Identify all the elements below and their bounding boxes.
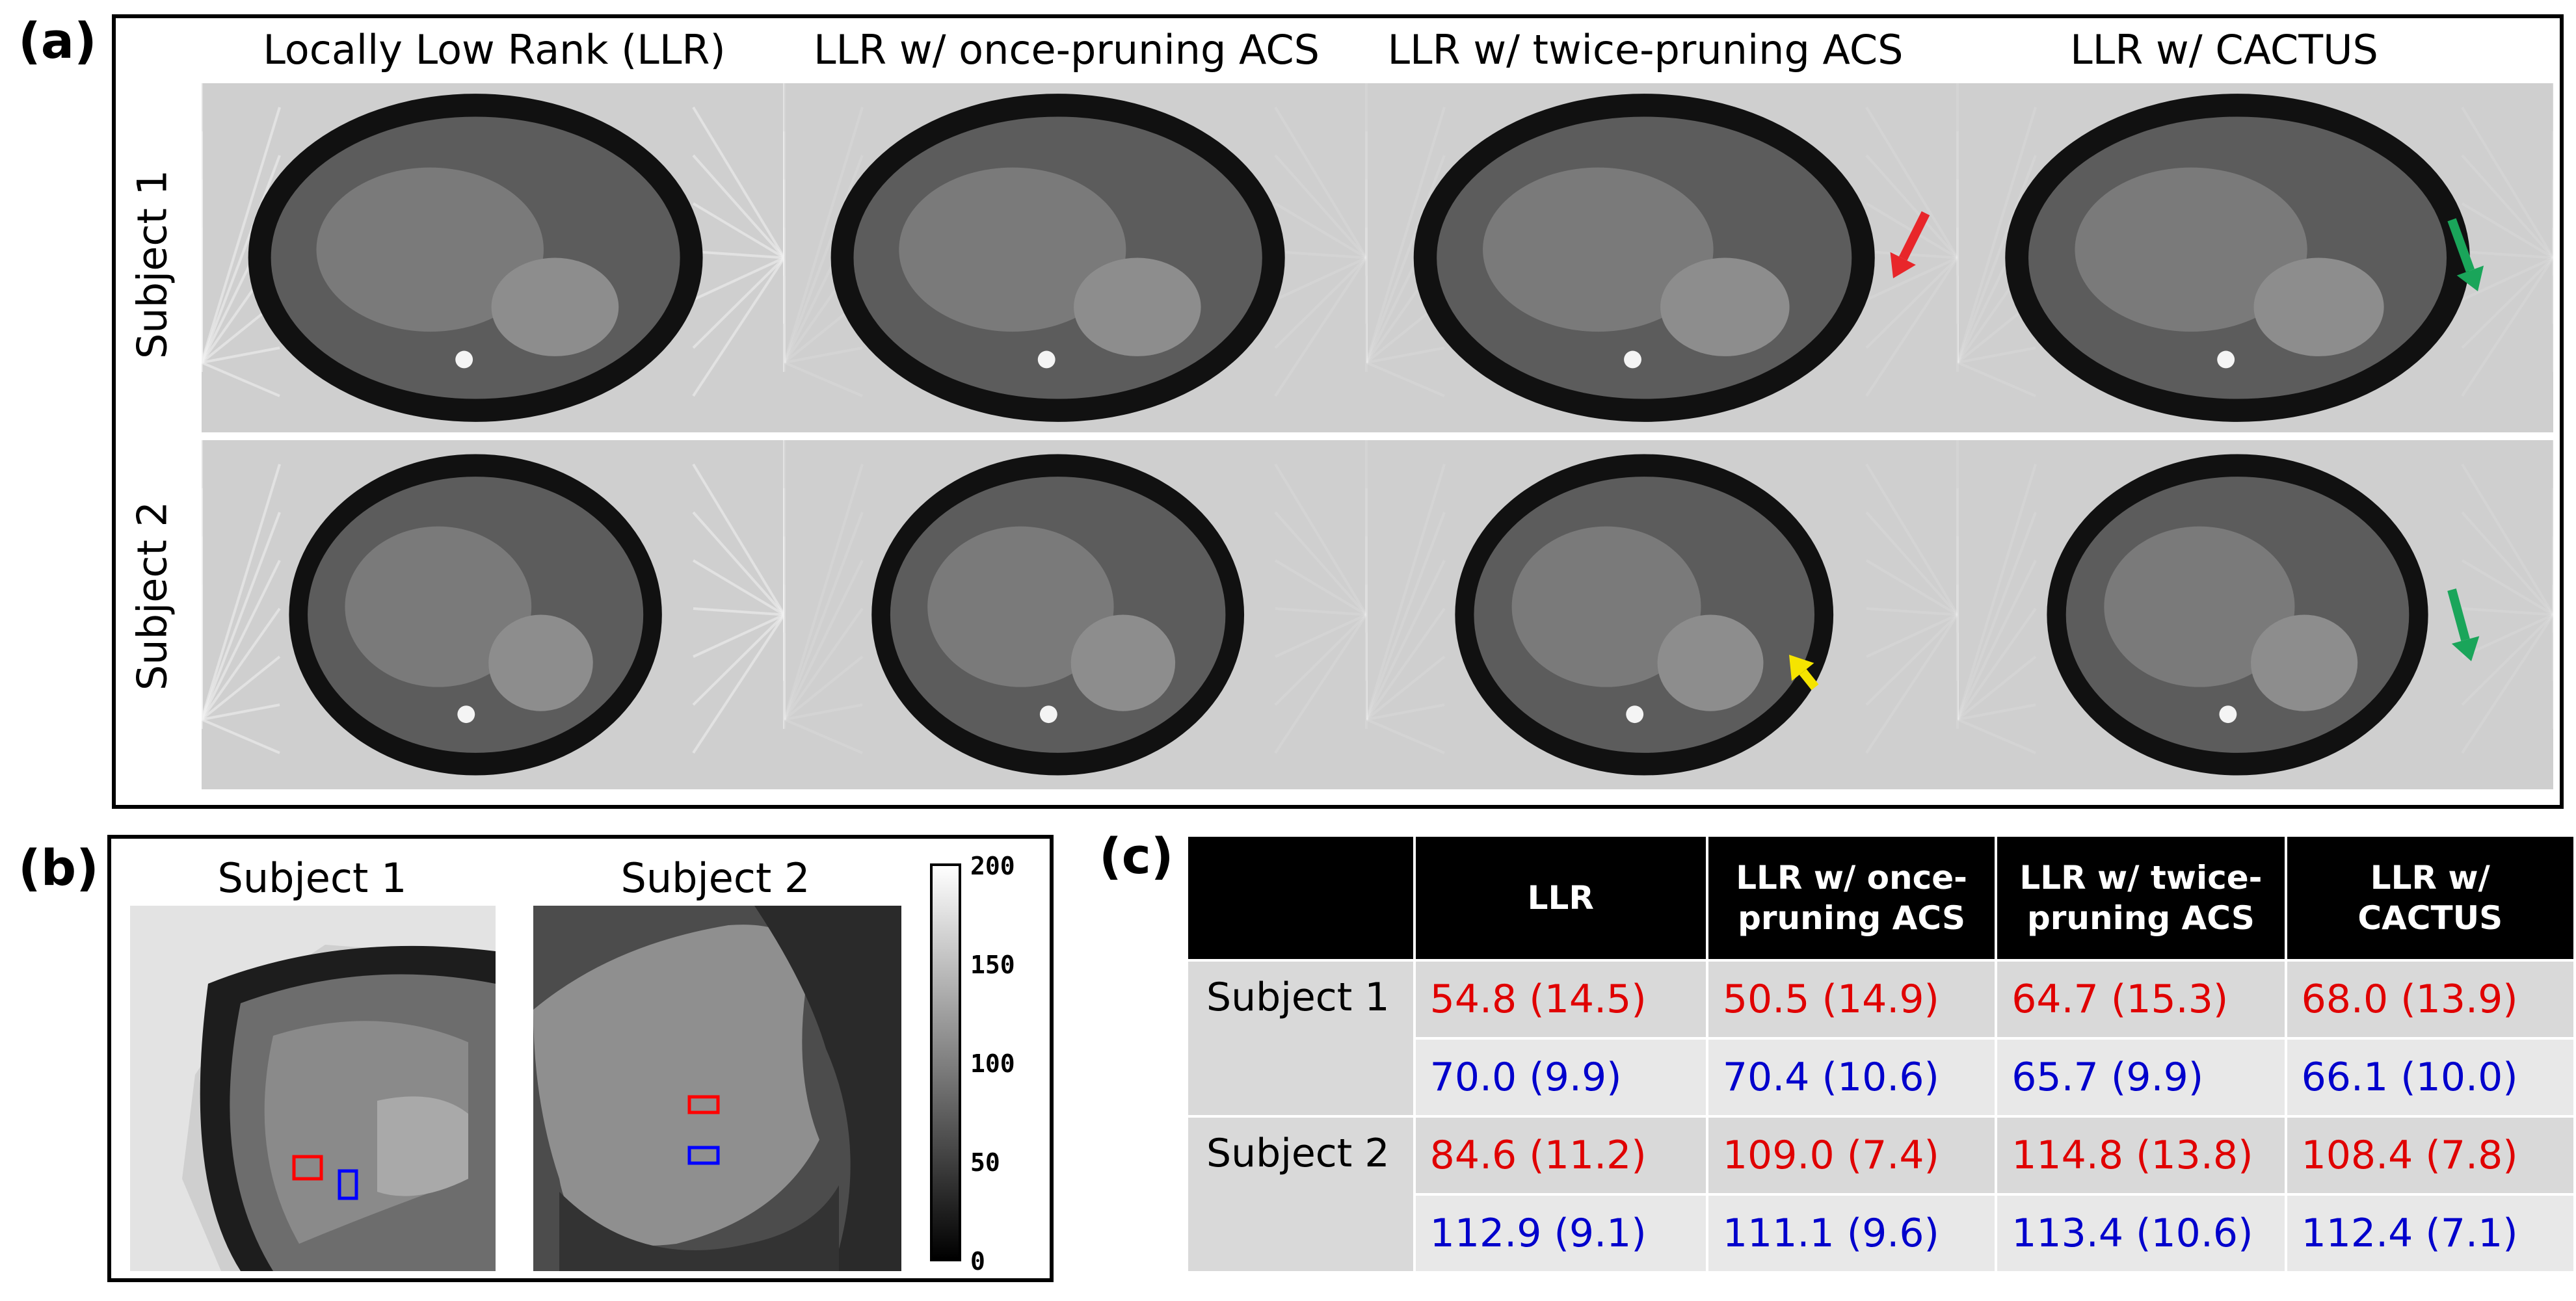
table-cell: 84.6 (11.2): [1415, 1118, 1706, 1193]
table-header-row: LLR LLR w/ once-pruning ACS LLR w/ twice…: [1188, 837, 2573, 959]
annotation-arrow-icon: [1789, 655, 1819, 690]
colorbar-tick-0: 0: [970, 1247, 985, 1276]
mri-image-subject-2-cactus: [1958, 440, 2553, 789]
table-cell: 54.8 (14.5): [1415, 962, 1706, 1037]
mri-image-subject-2-once-pruning: [784, 440, 1366, 789]
colorbar-tick-150: 150: [970, 951, 1015, 979]
table-row: Subject 1 54.8 (14.5) 50.5 (14.9) 64.7 (…: [1188, 962, 2573, 1115]
table-cell: 66.1 (10.0): [2287, 1040, 2573, 1115]
table-cell: 70.4 (10.6): [1708, 1040, 1995, 1115]
column-header-once-pruning: LLR w/ once-pruning ACS: [814, 26, 1320, 73]
table-header-twice-pruning: LLR w/ twice-pruning ACS: [1997, 837, 2285, 959]
table-header-llr: LLR: [1415, 837, 1706, 959]
mri-image-subject-1-llr: [202, 83, 784, 432]
column-header-twice-pruning: LLR w/ twice-pruning ACS: [1387, 26, 1904, 73]
colorbar-tick-200: 200: [970, 852, 1015, 880]
panel-a-label: (a): [18, 12, 97, 70]
panel-c-label: (c): [1099, 827, 1174, 885]
annotation-arrow-icon: [1890, 211, 1930, 278]
panel-b-title-subject-2: Subject 2: [620, 854, 810, 902]
column-header-llr: Locally Low Rank (LLR): [263, 26, 726, 73]
colorbar-tick-100: 100: [970, 1049, 1015, 1078]
table-cell: 109.0 (7.4): [1708, 1118, 1995, 1193]
colorbar-tick-50: 50: [970, 1148, 1000, 1177]
table-cell: 112.9 (9.1): [1415, 1196, 1706, 1271]
table-cell: 114.8 (13.8): [1997, 1118, 2285, 1193]
mri-image-subject-2-twice-pruning: [1366, 440, 1958, 789]
table-cell: 108.4 (7.8): [2287, 1118, 2573, 1193]
table-cell: 65.7 (9.9): [1997, 1040, 2285, 1115]
roi-blue-box: [687, 1146, 720, 1165]
colorbar: [930, 863, 961, 1261]
mri-image-subject-1-twice-pruning: [1366, 83, 1958, 432]
panel-a-frame: [112, 14, 2564, 809]
row-label-subject-2: Subject 2: [128, 501, 176, 690]
table-cell: 112.4 (7.1): [2287, 1196, 2573, 1271]
table-cell: 64.7 (15.3): [1997, 962, 2285, 1037]
row-label-subject-1: Subject 1: [128, 170, 176, 359]
results-table: LLR LLR w/ once-pruning ACS LLR w/ twice…: [1186, 834, 2576, 1274]
table-cell: 111.1 (9.6): [1708, 1196, 1995, 1271]
table-header-blank: [1188, 837, 1413, 959]
column-header-cactus: LLR w/ CACTUS: [2070, 26, 2378, 73]
mri-image-subject-2-llr: [202, 440, 784, 789]
table-cell: 70.0 (9.9): [1415, 1040, 1706, 1115]
table-cell: 68.0 (13.9): [2287, 962, 2573, 1037]
annotation-arrow-icon: [2447, 218, 2484, 291]
table-header-once-pruning: LLR w/ once-pruning ACS: [1708, 837, 1995, 959]
roi-red-box: [687, 1095, 720, 1114]
annotation-arrow-icon: [2447, 588, 2480, 661]
mri-image-subject-1-cactus: [1958, 83, 2553, 432]
table-row-subject-2: Subject 2: [1188, 1118, 1413, 1271]
mri-image-subject-1-once-pruning: [784, 83, 1366, 432]
panel-b-title-subject-1: Subject 1: [217, 854, 407, 902]
roi-image-subject-1: [130, 906, 496, 1271]
panel-b-frame: [107, 835, 1054, 1282]
panel-b-label: (b): [18, 839, 99, 897]
table-header-cactus: LLR w/CACTUS: [2287, 837, 2573, 959]
table-row-subject-1: Subject 1: [1188, 962, 1413, 1115]
roi-blue-box: [338, 1169, 358, 1200]
roi-image-subject-2: [533, 906, 901, 1271]
table-cell: 113.4 (10.6): [1997, 1196, 2285, 1271]
table-cell: 50.5 (14.9): [1708, 962, 1995, 1037]
roi-red-box: [292, 1155, 323, 1181]
table-row: 70.0 (9.9) 70.4 (10.6) 65.7 (9.9) 66.1 (…: [1188, 1040, 2573, 1115]
table-row: Subject 2 84.6 (11.2) 109.0 (7.4) 114.8 …: [1188, 1118, 2573, 1271]
table-row: 112.9 (9.1) 111.1 (9.6) 113.4 (10.6) 112…: [1188, 1196, 2573, 1271]
